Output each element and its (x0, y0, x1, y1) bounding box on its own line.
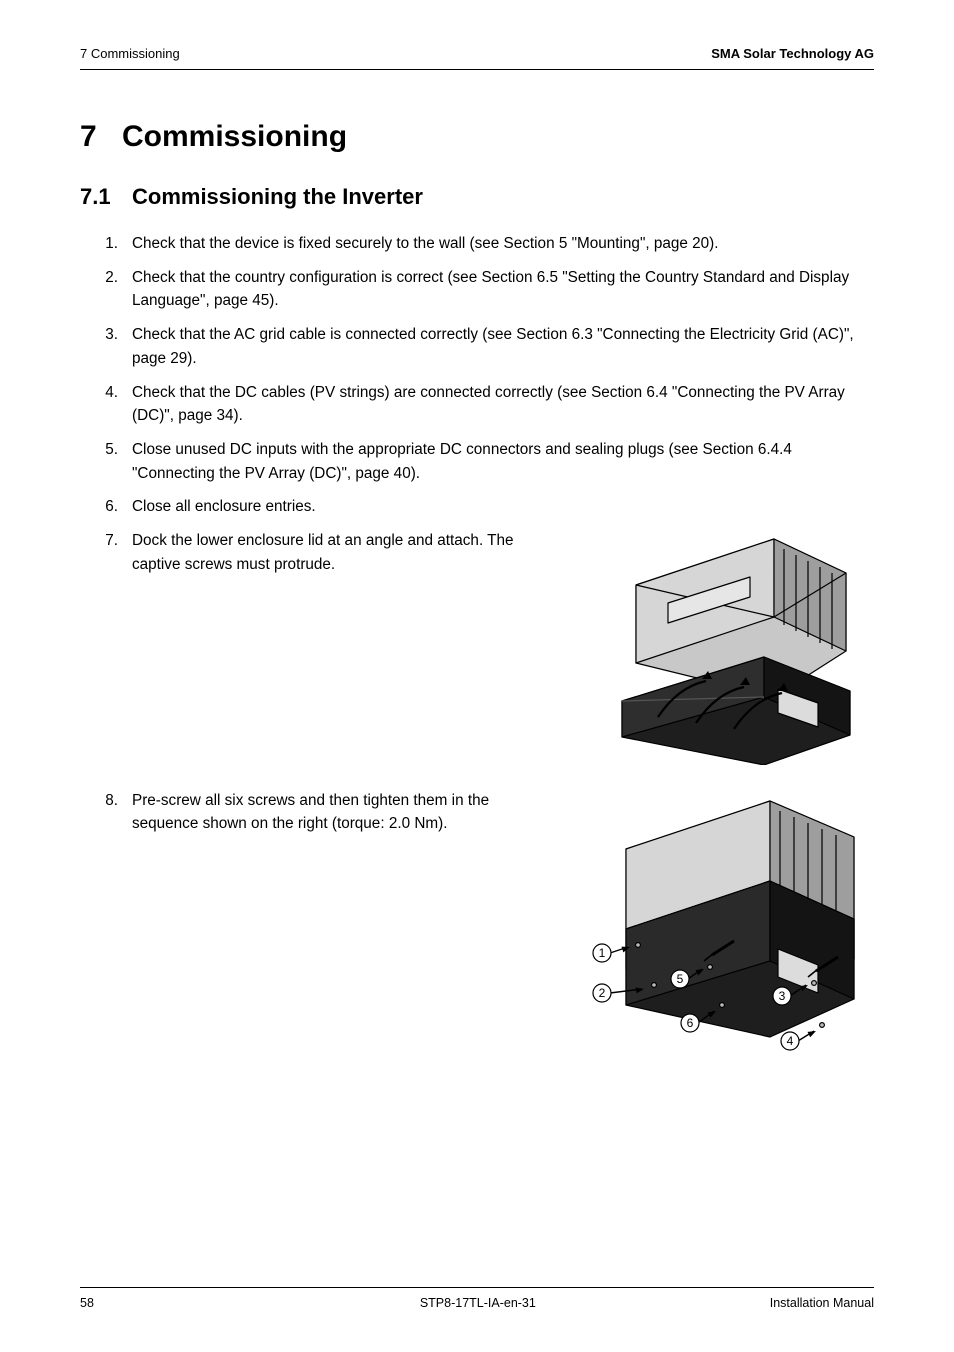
svg-text:2: 2 (599, 986, 606, 1000)
subsection-number: 7.1 (80, 184, 132, 210)
list-item: 1. Check that the device is fixed secure… (98, 232, 874, 256)
step-number: 1. (98, 232, 132, 256)
svg-text:6: 6 (687, 1016, 694, 1030)
step-number: 6. (98, 495, 132, 519)
subsection-heading: 7.1Commissioning the Inverter (80, 184, 874, 210)
step-text: Check that the DC cables (PV strings) ar… (132, 381, 874, 428)
header-left: 7 Commissioning (80, 46, 180, 61)
list-item: 4. Check that the DC cables (PV strings)… (98, 381, 874, 428)
list-item: 6. Close all enclosure entries. (98, 495, 874, 519)
steps-list: 1. Check that the device is fixed secure… (98, 232, 874, 1064)
footer-doc-id: STP8-17TL-IA-en-31 (420, 1296, 536, 1310)
step-text: Check that the country configuration is … (132, 266, 874, 313)
step-text: Check that the AC grid cable is connecte… (132, 323, 874, 370)
svg-text:5: 5 (677, 972, 684, 986)
subsection-title: Commissioning the Inverter (132, 184, 423, 209)
page-footer: 58 STP8-17TL-IA-en-31 Installation Manua… (80, 1296, 874, 1310)
step-text: Check that the device is fixed securely … (132, 232, 874, 256)
step-number: 5. (98, 438, 132, 485)
section-title: Commissioning (122, 120, 347, 153)
figure-dock-lid (578, 529, 874, 773)
step-number: 2. (98, 266, 132, 313)
footer-doc-type: Installation Manual (770, 1296, 874, 1310)
figure-screw-sequence: 1 2 5 6 3 4 (566, 789, 874, 1065)
section-heading: 7Commissioning (80, 120, 874, 154)
list-item: 7. Dock the lower enclosure lid at an an… (98, 529, 874, 773)
step-number: 7. (98, 529, 132, 773)
list-item: 5. Close unused DC inputs with the appro… (98, 438, 874, 485)
section-number: 7 (80, 120, 122, 154)
step-number: 8. (98, 789, 132, 1065)
step-text: Close all enclosure entries. (132, 495, 874, 519)
svg-text:3: 3 (779, 989, 786, 1003)
step-text: Pre-screw all six screws and then tighte… (132, 792, 489, 833)
list-item: 2. Check that the country configuration … (98, 266, 874, 313)
step-number: 3. (98, 323, 132, 370)
footer-page-number: 58 (80, 1296, 94, 1310)
footer-rule (80, 1287, 874, 1288)
list-item: 8. Pre-screw all six screws and then tig… (98, 789, 874, 1065)
step-text: Close unused DC inputs with the appropri… (132, 438, 874, 485)
step-number: 4. (98, 381, 132, 428)
header-rule (80, 69, 874, 70)
svg-text:1: 1 (599, 946, 606, 960)
step-text: Dock the lower enclosure lid at an angle… (132, 532, 514, 573)
page-header: 7 Commissioning SMA Solar Technology AG (80, 46, 874, 61)
svg-text:4: 4 (787, 1034, 794, 1048)
list-item: 3. Check that the AC grid cable is conne… (98, 323, 874, 370)
header-right: SMA Solar Technology AG (711, 46, 874, 61)
